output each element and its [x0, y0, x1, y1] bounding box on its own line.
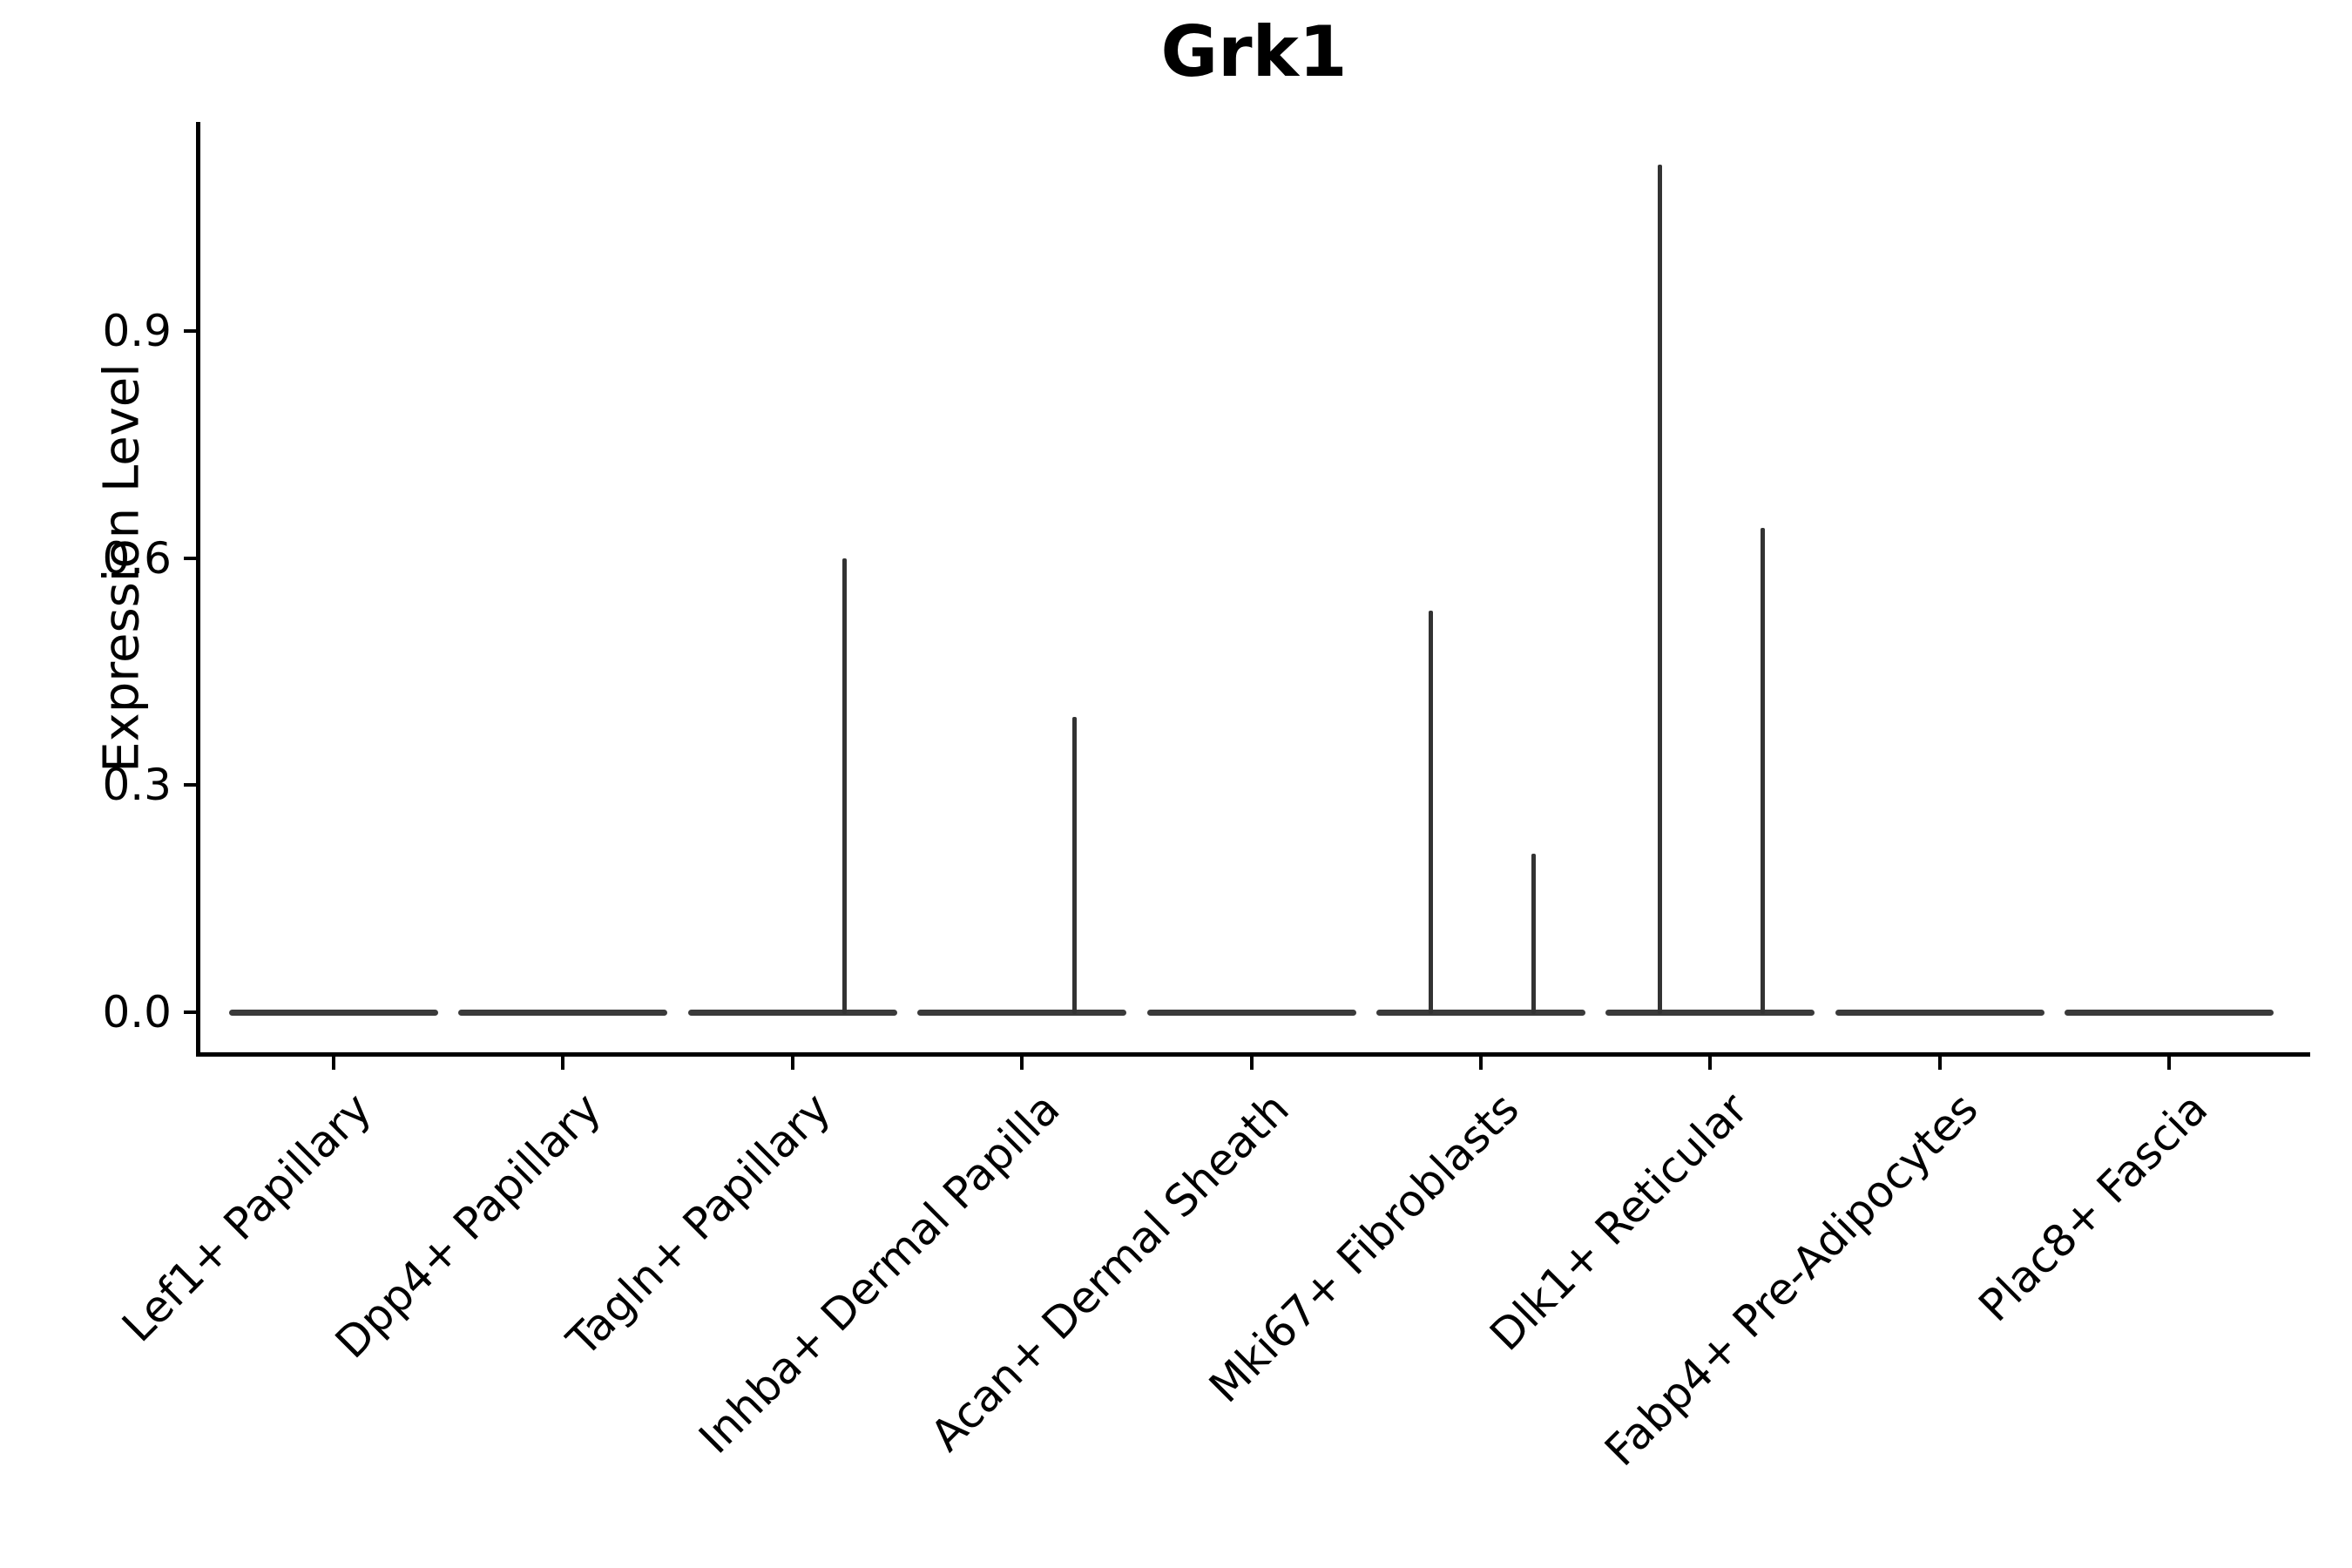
y-tick-label: 0.0 [102, 987, 172, 1037]
violin-body [1376, 1010, 1585, 1016]
x-tick [790, 1054, 794, 1070]
violin-body [917, 1010, 1127, 1016]
violin-body [687, 1010, 897, 1016]
y-tick [184, 328, 198, 333]
violin-body [458, 1010, 668, 1016]
x-tick [1708, 1054, 1713, 1070]
x-tick [1479, 1054, 1483, 1070]
x-axis-spine [196, 1052, 2310, 1057]
x-tick [1937, 1054, 1942, 1070]
violin-body [1835, 1010, 2044, 1016]
y-tick-label: 0.6 [102, 532, 172, 584]
violin-spike [1531, 853, 1536, 1014]
violin-spike [1071, 717, 1077, 1014]
x-tick [2167, 1054, 2172, 1070]
y-tick-label: 0.3 [102, 760, 172, 811]
y-tick [184, 1010, 198, 1014]
chart-title: Grk1 [1160, 11, 1348, 92]
x-tick [561, 1054, 565, 1070]
violin-body [1146, 1010, 1356, 1016]
violin-spike [842, 558, 848, 1014]
violin-body [229, 1010, 438, 1016]
x-tick-label: Lef1+ Papillary [112, 1083, 382, 1352]
x-tick-label: Fabp4+ Pre-Adipocytes [1594, 1083, 1988, 1477]
y-tick [184, 556, 198, 560]
violin-spike [1428, 611, 1433, 1014]
x-tick [332, 1054, 335, 1070]
x-tick [1249, 1054, 1254, 1070]
violin-spike [1760, 527, 1765, 1014]
y-tick-label: 0.9 [102, 305, 172, 356]
y-tick [184, 783, 198, 787]
x-tick-label: Plac8+ Fascia [1969, 1083, 2217, 1332]
violin-body [1605, 1010, 1815, 1016]
y-axis-spine [196, 122, 200, 1057]
x-tick [1020, 1054, 1024, 1070]
violin-body [2065, 1010, 2274, 1016]
violin-spike [1657, 164, 1662, 1014]
